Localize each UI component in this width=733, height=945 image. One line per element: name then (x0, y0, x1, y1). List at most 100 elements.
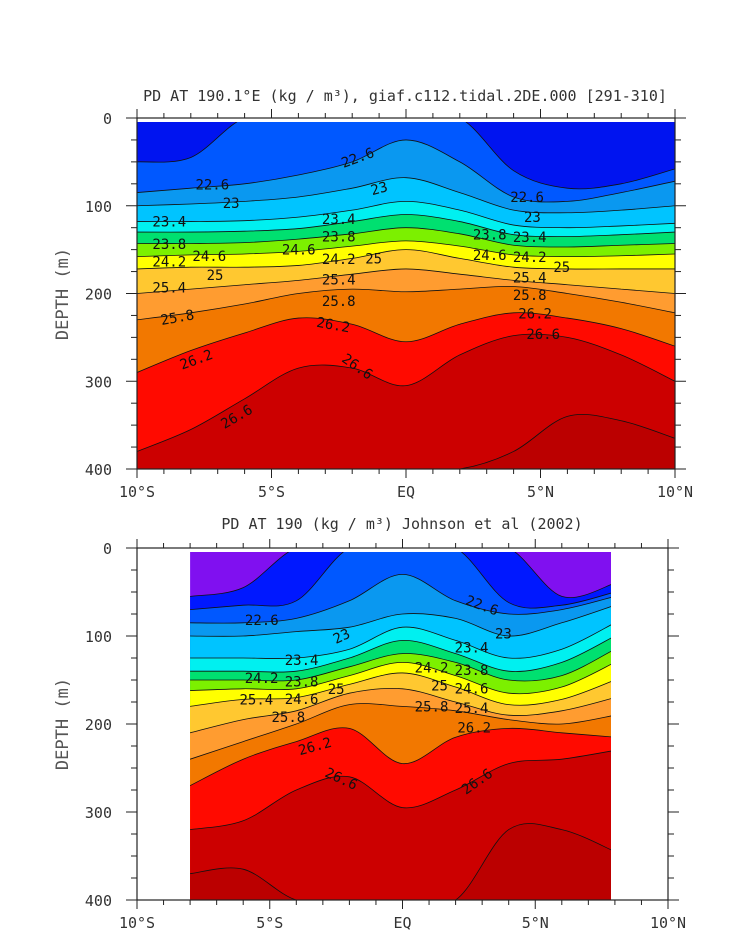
contour-label: 25 (207, 268, 224, 284)
contour-line-27 (190, 823, 611, 900)
contour-label: 22.6 (510, 190, 544, 206)
contour-label: 25.8 (322, 294, 356, 310)
contour-line-23.8 (190, 637, 611, 673)
contour-line-23 (190, 606, 611, 637)
contour-line-27 (137, 413, 675, 469)
contour-line-23.4 (137, 200, 675, 229)
contour-label: 23.4 (322, 212, 356, 228)
contour-label: 26.2 (518, 307, 552, 323)
y-tick-label: 300 (85, 804, 112, 822)
contour-label: 26.6 (526, 327, 560, 343)
y-tick-label: 200 (85, 716, 112, 734)
contour-label: 24.6 (285, 692, 319, 708)
top-panel-title: PD AT 190.1°E (kg / m³), giaf.c112.tidal… (143, 87, 667, 105)
contour-band-27 (190, 823, 611, 900)
contour-label: 23.4 (285, 653, 319, 669)
x-tick-label: 10°S (119, 483, 155, 501)
contour-label: 23.8 (152, 237, 186, 253)
contour-label: 22.6 (245, 613, 279, 629)
contour-label: 25.4 (513, 271, 547, 287)
contour-label: 24.6 (455, 681, 489, 697)
contour-line-25 (137, 249, 675, 270)
x-tick-label: 5°N (522, 914, 549, 932)
x-tick-label: 10°N (650, 914, 686, 932)
contour-line-25.8 (137, 285, 675, 321)
contour-label: 24.6 (192, 249, 226, 265)
contour-label: 24.2 (415, 661, 449, 677)
contour-label: 25.8 (271, 710, 305, 726)
contour-label: 24.2 (245, 671, 279, 687)
contour-label: 23.8 (285, 674, 319, 690)
bottom-contour-panel: 22.622.623 2323.423.824.224.62525.425.826… (85, 539, 686, 932)
contour-label: 23.8 (322, 229, 356, 245)
y-tick-label: 300 (85, 373, 112, 391)
contour-label: 23.8 (473, 228, 507, 244)
contour-label: 23 (331, 626, 353, 648)
contour-label: 23 (369, 179, 389, 199)
x-tick-label: EQ (393, 914, 411, 932)
contour-label: 25.4 (239, 692, 273, 708)
contour-label: 25 (328, 682, 345, 698)
contour-line-25.4 (190, 687, 611, 734)
contour-line-25 (190, 672, 611, 707)
x-tick-label: EQ (397, 483, 415, 501)
contour-label: 23.4 (455, 640, 489, 656)
contour-line-26.2 (137, 312, 675, 373)
y-tick-label: 0 (103, 540, 112, 558)
contour-line-23.8 (137, 214, 675, 237)
contour-label: 25.8 (160, 307, 196, 329)
contour-label: 26.2 (457, 720, 491, 736)
contour-label: 24.6 (473, 248, 507, 264)
contour-label: 25.8 (513, 288, 547, 304)
contour-line-26.6 (190, 750, 611, 830)
contour-label: 23.4 (513, 230, 547, 246)
contour-label: 24.2 (152, 254, 186, 270)
contour-label: 25.4 (455, 701, 489, 717)
contour-line-22.2 (190, 552, 611, 610)
x-tick-label: 5°S (256, 914, 283, 932)
contour-line-23.4 (190, 624, 611, 660)
contour-band-27 (137, 414, 675, 469)
contour-label: 25.8 (415, 699, 449, 715)
x-tick-label: 10°S (119, 914, 155, 932)
contour-label: 23.4 (152, 215, 186, 231)
contour-line-23 (137, 177, 675, 214)
contour-label: 23 (495, 626, 512, 642)
y-tick-label: 0 (103, 110, 112, 128)
axis-ticks (126, 109, 686, 478)
top-y-axis-label: DEPTH (m) (53, 248, 73, 340)
contour-label: 24.6 (282, 243, 316, 259)
x-tick-label: 5°S (258, 483, 285, 501)
contour-line-22.6 (190, 573, 611, 624)
y-tick-label: 400 (85, 892, 112, 910)
contour-line-24.2 (137, 227, 675, 248)
contour-line-22.2 (137, 122, 675, 190)
y-tick-label: 100 (85, 628, 112, 646)
contour-line-25.4 (137, 268, 675, 294)
filled-contours (137, 122, 675, 469)
contour-line-26.2 (190, 727, 611, 786)
contour-line-21.8 (190, 552, 611, 599)
contour-label: 25.4 (322, 272, 356, 288)
bottom-y-axis-label: DEPTH (m) (53, 678, 73, 770)
bottom-panel-title: PD AT 190 (kg / m³) Johnson et al (2002) (221, 515, 582, 533)
y-tick-label: 100 (85, 198, 112, 216)
contour-label: 25 (365, 251, 382, 267)
contour-line-24.2 (190, 650, 611, 682)
contour-line-26.6 (137, 333, 675, 452)
x-tick-label: 5°N (527, 483, 554, 501)
x-tick-label: 10°N (657, 483, 693, 501)
contour-label: 24.2 (513, 250, 547, 266)
contour-label: 25.4 (152, 280, 186, 296)
axis-ticks (126, 539, 679, 909)
contour-label: 24.2 (322, 252, 356, 268)
contour-label: 23 (524, 210, 541, 226)
contour-line-25.8 (190, 703, 611, 760)
y-tick-label: 200 (85, 286, 112, 304)
contour-label: 25 (431, 678, 448, 694)
contour-line-22.6 (137, 139, 675, 203)
contour-line-24.6 (137, 240, 675, 258)
